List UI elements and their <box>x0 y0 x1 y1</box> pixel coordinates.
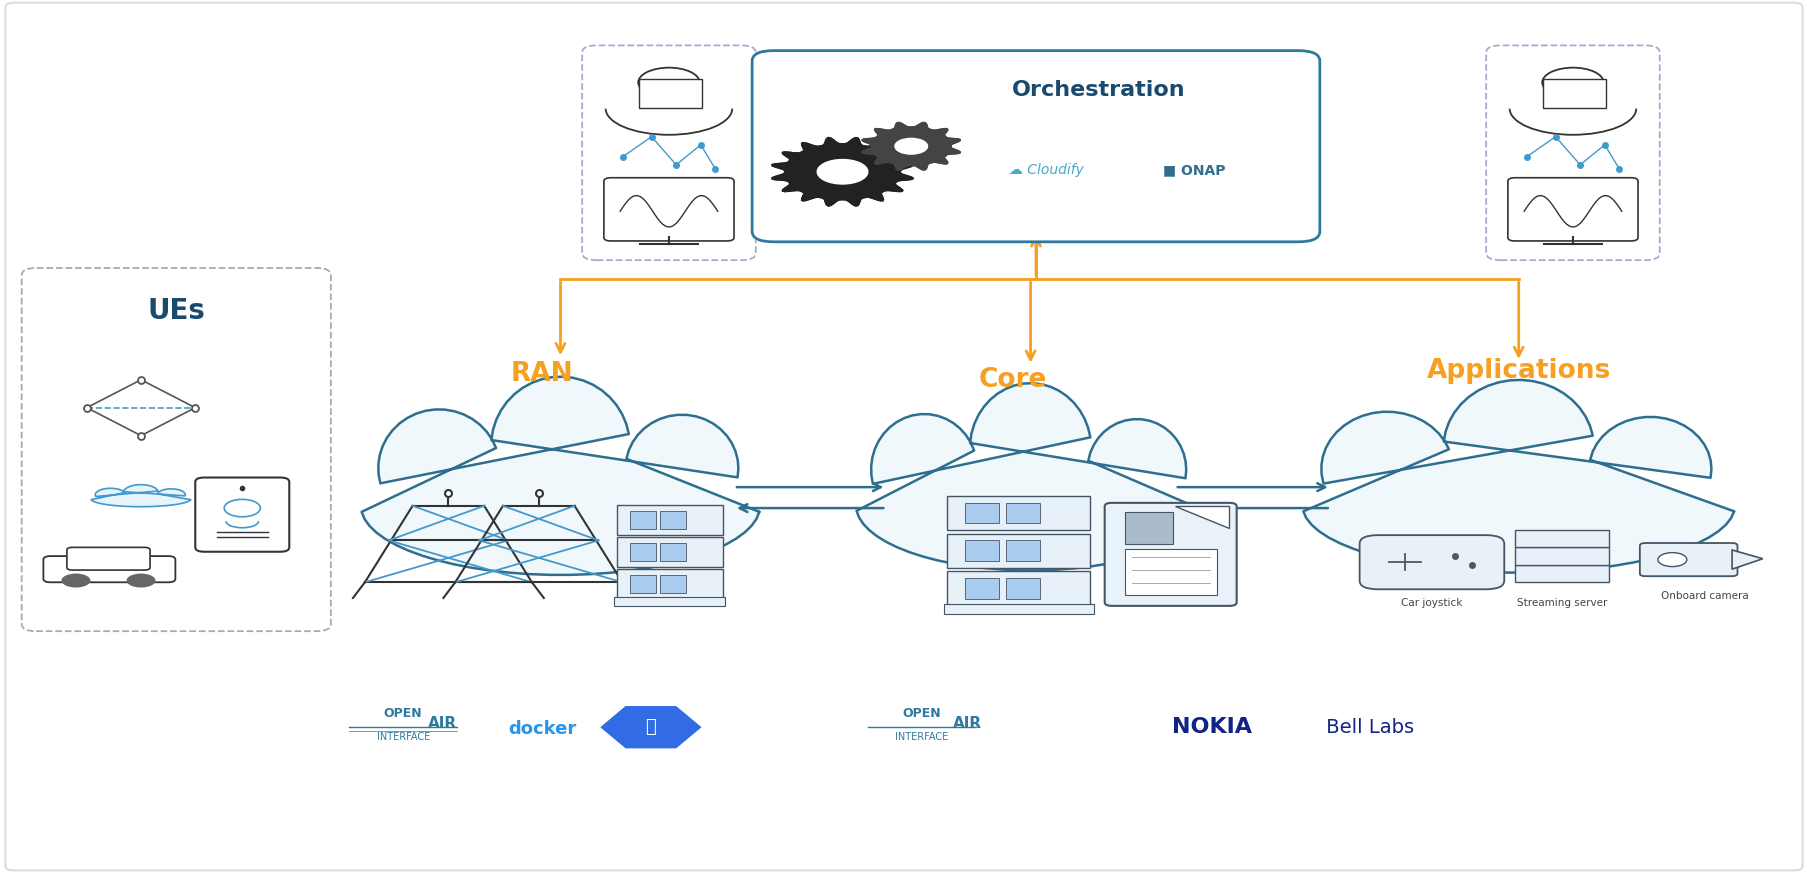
Text: Applications: Applications <box>1426 358 1610 384</box>
FancyBboxPatch shape <box>616 505 723 535</box>
Text: Bell Labs: Bell Labs <box>1319 718 1413 737</box>
Circle shape <box>894 138 927 154</box>
Polygon shape <box>1731 550 1762 569</box>
FancyBboxPatch shape <box>660 511 685 529</box>
FancyBboxPatch shape <box>604 178 734 241</box>
FancyBboxPatch shape <box>616 569 723 599</box>
FancyBboxPatch shape <box>195 478 289 552</box>
FancyBboxPatch shape <box>614 597 725 606</box>
FancyBboxPatch shape <box>67 547 150 570</box>
Circle shape <box>1657 553 1686 567</box>
Text: Core: Core <box>978 368 1046 394</box>
Polygon shape <box>857 383 1203 570</box>
Circle shape <box>126 574 155 588</box>
FancyBboxPatch shape <box>947 533 1090 568</box>
Text: Streaming server: Streaming server <box>1516 598 1606 608</box>
Text: AIR: AIR <box>952 716 981 731</box>
FancyBboxPatch shape <box>660 543 685 560</box>
FancyBboxPatch shape <box>640 79 701 108</box>
Text: INTERFACE: INTERFACE <box>376 732 430 742</box>
FancyBboxPatch shape <box>965 503 997 523</box>
FancyBboxPatch shape <box>631 543 656 560</box>
FancyBboxPatch shape <box>660 575 685 593</box>
FancyBboxPatch shape <box>1005 540 1039 561</box>
FancyBboxPatch shape <box>947 496 1090 530</box>
Text: OPEN: OPEN <box>902 707 941 720</box>
Text: ■ ONAP: ■ ONAP <box>1162 163 1225 177</box>
FancyBboxPatch shape <box>582 45 755 260</box>
Text: NOKIA: NOKIA <box>1171 718 1250 737</box>
FancyBboxPatch shape <box>631 511 656 529</box>
Polygon shape <box>862 122 960 170</box>
FancyBboxPatch shape <box>1485 45 1659 260</box>
FancyBboxPatch shape <box>965 578 997 599</box>
Polygon shape <box>862 122 960 170</box>
FancyBboxPatch shape <box>752 51 1319 242</box>
Circle shape <box>1541 68 1603 98</box>
FancyBboxPatch shape <box>1543 79 1605 108</box>
FancyBboxPatch shape <box>616 537 723 567</box>
FancyBboxPatch shape <box>1124 549 1216 595</box>
FancyBboxPatch shape <box>1514 547 1608 565</box>
Text: Car joystick: Car joystick <box>1400 598 1462 608</box>
Text: UEs: UEs <box>146 297 206 325</box>
FancyBboxPatch shape <box>1124 512 1173 544</box>
FancyBboxPatch shape <box>1359 535 1503 589</box>
FancyBboxPatch shape <box>43 556 175 582</box>
Text: docker: docker <box>508 720 576 738</box>
Polygon shape <box>1303 380 1733 573</box>
FancyBboxPatch shape <box>1639 543 1737 576</box>
FancyBboxPatch shape <box>1005 578 1039 599</box>
Text: ⎈: ⎈ <box>645 718 656 736</box>
Polygon shape <box>90 485 190 506</box>
FancyBboxPatch shape <box>1507 178 1637 241</box>
Text: AIR: AIR <box>428 716 457 731</box>
Polygon shape <box>772 138 913 206</box>
Polygon shape <box>1175 506 1229 528</box>
Text: Orchestration: Orchestration <box>1012 80 1185 100</box>
Text: OPEN: OPEN <box>383 707 423 720</box>
FancyBboxPatch shape <box>965 540 997 561</box>
Text: INTERFACE: INTERFACE <box>894 732 949 742</box>
FancyBboxPatch shape <box>22 268 331 631</box>
FancyBboxPatch shape <box>1514 565 1608 582</box>
Circle shape <box>817 160 867 184</box>
Text: RAN: RAN <box>511 361 573 387</box>
Circle shape <box>224 499 260 517</box>
FancyBboxPatch shape <box>1005 503 1039 523</box>
Polygon shape <box>772 138 913 206</box>
Text: ☁ Cloudify: ☁ Cloudify <box>1008 163 1082 177</box>
FancyBboxPatch shape <box>947 571 1090 606</box>
Text: Onboard camera: Onboard camera <box>1661 591 1747 601</box>
FancyBboxPatch shape <box>943 604 1093 614</box>
FancyBboxPatch shape <box>1104 503 1236 606</box>
FancyBboxPatch shape <box>1514 530 1608 547</box>
Circle shape <box>638 68 699 98</box>
Circle shape <box>61 574 90 588</box>
Polygon shape <box>361 376 759 574</box>
FancyBboxPatch shape <box>631 575 656 593</box>
